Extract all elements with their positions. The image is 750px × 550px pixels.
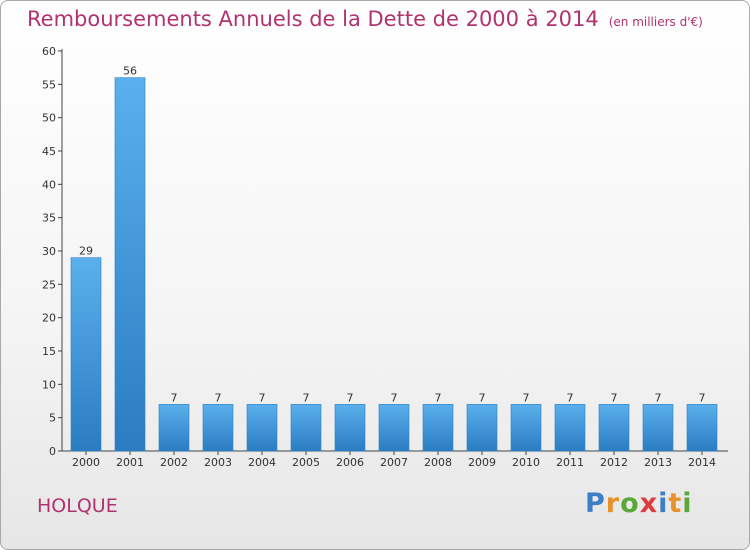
y-tick-label: 30 (42, 245, 56, 258)
bar (466, 404, 498, 452)
bar (686, 404, 718, 452)
bar (510, 404, 542, 452)
data-label: 7 (699, 391, 706, 404)
logo-letter: i (658, 488, 669, 519)
bars (70, 77, 718, 452)
y-tick-label: 20 (42, 312, 56, 325)
y-tick-label: 35 (42, 212, 56, 225)
y-tick-label: 40 (42, 178, 56, 191)
bar (422, 404, 454, 452)
data-label: 7 (435, 391, 442, 404)
logo-letter: P (585, 488, 606, 519)
x-tick-label: 2008 (424, 456, 452, 469)
x-tick-label: 2009 (468, 456, 496, 469)
axes: 0 5 10 15 20 25 30 35 40 45 50 55 60 2000 2001 2002 2003… (42, 45, 728, 469)
data-label: 56 (123, 65, 137, 78)
data-label: 7 (479, 391, 486, 404)
logo-letter: i (682, 488, 693, 519)
data-label: 7 (567, 391, 574, 404)
value-labels: 29 56 7 7 7 7 7 7 7 7 7 7 7 7 7 (79, 65, 706, 405)
chart-title-main: Remboursements Annuels de la Dette de 20… (27, 7, 599, 31)
bar (202, 404, 234, 452)
logo-letter: x (639, 488, 659, 519)
x-tick-label: 2002 (160, 456, 188, 469)
chart-title: Remboursements Annuels de la Dette de 20… (27, 7, 703, 31)
bar (290, 404, 322, 452)
x-tick-label: 2007 (380, 456, 408, 469)
data-label: 7 (611, 391, 618, 404)
data-label: 7 (303, 391, 310, 404)
logo-letter: r (605, 488, 621, 519)
bar (378, 404, 410, 452)
x-tick-label: 2006 (336, 456, 364, 469)
x-tick-label: 2005 (292, 456, 320, 469)
bar (114, 77, 146, 452)
commune-name: HOLQUE (37, 495, 118, 517)
y-tick-label: 50 (42, 112, 56, 125)
x-tick-label: 2010 (512, 456, 540, 469)
y-tick-label: 15 (42, 345, 56, 358)
y-tick-label: 0 (49, 445, 56, 458)
x-tick-label: 2003 (204, 456, 232, 469)
bar (642, 404, 674, 452)
y-tick-label: 25 (42, 278, 56, 291)
x-tick-label: 2013 (644, 456, 672, 469)
bar (334, 404, 366, 452)
x-tick-label: 2012 (600, 456, 628, 469)
data-label: 7 (391, 391, 398, 404)
data-label: 7 (259, 391, 266, 404)
x-tick-label: 2000 (72, 456, 100, 469)
bar (598, 404, 630, 452)
logo-letter: o (620, 488, 640, 519)
bar (158, 404, 190, 452)
x-tick-label: 2014 (688, 456, 716, 469)
data-label: 7 (523, 391, 530, 404)
y-tick-label: 55 (42, 78, 56, 91)
bar (70, 257, 102, 452)
chart-title-unit: (en milliers d'€) (608, 15, 703, 29)
data-label: 7 (655, 391, 662, 404)
y-tick-label: 45 (42, 145, 56, 158)
bar (246, 404, 278, 452)
x-tick-label: 2004 (248, 456, 276, 469)
x-tick-label: 2001 (116, 456, 144, 469)
data-label: 7 (171, 391, 178, 404)
bar (554, 404, 586, 452)
data-label: 29 (79, 245, 93, 258)
y-tick-label: 5 (49, 412, 56, 425)
proxiti-logo: Proxiti (585, 488, 693, 519)
data-label: 7 (215, 391, 222, 404)
x-tick-label: 2011 (556, 456, 584, 469)
data-label: 7 (347, 391, 354, 404)
y-tick-label: 60 (42, 45, 56, 58)
y-tick-label: 10 (42, 378, 56, 391)
logo-letter: t (668, 488, 683, 519)
